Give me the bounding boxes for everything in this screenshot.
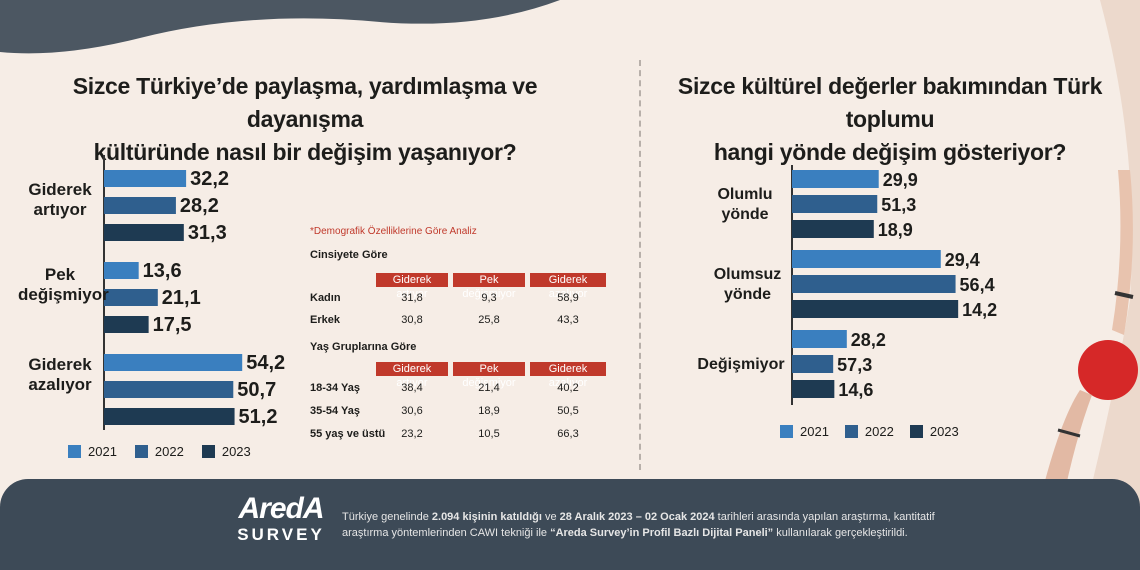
footer-methodology-text: Türkiye genelinde 2.094 kişinin katıldığ… — [342, 511, 935, 539]
bar-2023-2 — [792, 380, 835, 398]
bar-2022-2 — [792, 355, 834, 373]
legend-item-2023: 2023 — [909, 424, 959, 439]
bar-2022-1 — [104, 289, 158, 306]
gender-col-head-1: Pek değişmiyor — [453, 273, 525, 300]
legend-item-2023: 2023 — [201, 444, 251, 459]
footer: AredA SURVEY Türkiye genelinde 2.094 kiş… — [0, 479, 1140, 570]
right-category-label-1: Olumsuz yönde — [713, 266, 782, 303]
bar-2022-0 — [792, 195, 878, 213]
bar-2021-2 — [104, 354, 243, 371]
data-label-2023-2: 51,2 — [239, 406, 278, 428]
bar-2023-1 — [792, 300, 959, 318]
data-label-2021-0: 32,2 — [190, 168, 229, 190]
data-label-2023-1: 14,2 — [962, 300, 997, 320]
gender-cell-1-1: 25,8 — [478, 314, 500, 326]
left-bar-chart: 32,2 28,2 31,3 13,6 21,1 17,5 54,2 50,7 51,2 — [103, 155, 285, 430]
legend-item-2022: 2022 — [134, 444, 184, 459]
data-label-2023-1: 17,5 — [153, 314, 192, 336]
data-label-2022-0: 51,3 — [881, 195, 916, 215]
data-label-2022-0: 28,2 — [180, 195, 219, 217]
age-cell-1-2: 50,5 — [557, 405, 579, 417]
age-row-label-0: 18-34 Yaş — [310, 382, 360, 394]
left-legend: 2021 2022 2023 — [68, 444, 251, 459]
demographic-note: *Demografik Özelliklerine Göre Analiz — [310, 226, 477, 237]
data-label-2021-2: 54,2 — [246, 352, 285, 374]
legend-item-2022: 2022 — [844, 424, 894, 439]
data-label-2021-1: 13,6 — [143, 260, 182, 282]
bar-2023-1 — [104, 316, 149, 333]
right-legend: 2021 2022 2023 — [780, 424, 959, 439]
bar-2021-0 — [792, 170, 879, 188]
gender-cell-1-2: 43,3 — [557, 314, 579, 326]
data-label-2023-2: 14,6 — [838, 380, 873, 400]
bar-2022-0 — [104, 197, 176, 214]
age-cell-2-2: 66,3 — [557, 428, 579, 440]
age-cell-0-2: 40,2 — [557, 382, 579, 394]
bar-2021-1 — [104, 262, 139, 279]
bar-2021-0 — [104, 170, 187, 187]
data-label-2022-2: 57,3 — [837, 355, 872, 375]
gender-row-label-1: Erkek — [310, 314, 340, 326]
gender-col-head-0: Giderek artıyor — [376, 273, 448, 300]
left-chart-title: Sizce Türkiye’de paylaşma, yardımlaşma v… — [72, 73, 538, 165]
data-label-2022-2: 50,7 — [237, 379, 276, 401]
data-label-2021-1: 29,4 — [945, 250, 980, 270]
gender-row-label-0: Kadın — [310, 292, 341, 304]
bar-2023-0 — [104, 224, 184, 241]
age-cell-0-0: 38,4 — [401, 382, 423, 394]
age-col-head-2: Giderek azalıyor — [530, 362, 606, 389]
age-cell-2-0: 23,2 — [401, 428, 423, 440]
bar-2022-1 — [792, 275, 956, 293]
legend-item-2021: 2021 — [68, 444, 117, 459]
bar-2021-2 — [792, 330, 847, 348]
bar-2022-2 — [104, 381, 234, 398]
gender-col-head-2: Giderek azalıyor — [530, 273, 606, 300]
data-label-2022-1: 21,1 — [162, 287, 201, 309]
age-cell-0-1: 21,4 — [478, 382, 500, 394]
gender-cell-0-2: 58,9 — [557, 292, 579, 304]
age-cell-1-1: 18,9 — [478, 405, 500, 417]
gender-cell-0-1: 9,3 — [481, 292, 497, 304]
gender-section-title: Cinsiyete Göre — [310, 249, 388, 261]
age-row-label-1: 35-54 Yaş — [310, 405, 360, 417]
age-cell-2-1: 10,5 — [478, 428, 500, 440]
gender-cell-1-0: 30,8 — [401, 314, 423, 326]
left-category-label-1: Pek değişmiyor — [18, 265, 109, 304]
right-category-label-0: Olumlu yönde — [717, 186, 773, 223]
age-row-label-2: 55 yaş ve üstü — [310, 428, 386, 440]
right-category-label-2: Değişmiyor — [697, 356, 785, 373]
age-section-title: Yaş Gruplarına Göre — [310, 341, 417, 353]
divider — [639, 60, 641, 470]
bar-2023-2 — [104, 408, 235, 425]
bar-2021-1 — [792, 250, 941, 268]
left-category-label-2: Giderek azalıyor — [28, 355, 92, 394]
bar-2023-0 — [792, 220, 874, 238]
data-label-2021-0: 29,9 — [883, 170, 918, 190]
right-bar-chart: 29,9 51,3 18,9 29,4 56,4 14,2 28,2 57,3 14,6 — [791, 165, 997, 405]
legend-item-2021: 2021 — [780, 424, 829, 439]
data-label-2023-0: 31,3 — [188, 222, 227, 244]
data-label-2021-2: 28,2 — [851, 330, 886, 350]
data-label-2022-1: 56,4 — [960, 275, 995, 295]
areda-logo: AredA SURVEY — [237, 492, 325, 545]
age-col-head-1: Pek değişmiyor — [453, 362, 525, 389]
age-col-head-0: Giderek artıyor — [376, 362, 448, 389]
data-label-2023-0: 18,9 — [878, 220, 913, 240]
right-chart-title: Sizce kültürel değerler bakımından Türk … — [677, 73, 1103, 165]
age-cell-1-0: 30,6 — [401, 405, 423, 417]
gender-cell-0-0: 31,8 — [401, 292, 423, 304]
left-category-label-0: Giderek artıyor — [28, 180, 92, 219]
